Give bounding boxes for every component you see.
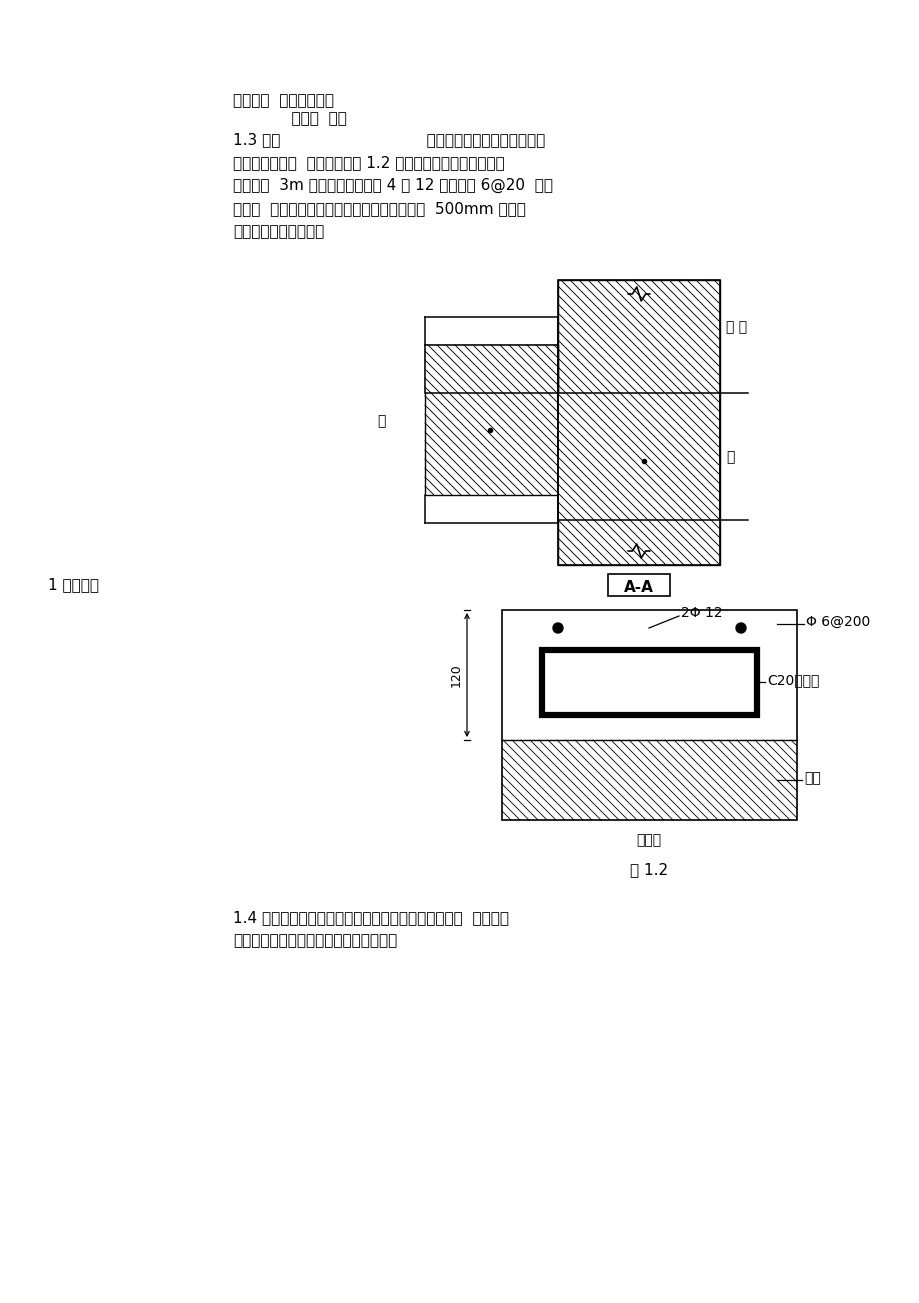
Text: 砖 墙: 砖 墙: [725, 321, 746, 334]
Text: 图 1.2: 图 1.2: [630, 863, 667, 877]
Bar: [425, 345, 558, 394]
Circle shape: [552, 623, 562, 633]
Text: 2Φ 12: 2Φ 12: [680, 606, 721, 620]
Text: 设置应符合抗震要求。: 设置应符合抗震要求。: [233, 224, 323, 238]
Text: 筋混凝土压顶，  压顶配筋见图 1.2 ；压顶下应设置抗裂柱，间: 筋混凝土压顶， 压顶配筋见图 1.2 ；压顶下应设置抗裂柱，间: [233, 155, 505, 169]
Bar: [607, 575, 669, 595]
Bar: [558, 280, 720, 566]
Text: 压顶宽: 压顶宽: [636, 833, 661, 847]
Text: 技术措施  条通病部位或: 技术措施 条通病部位或: [233, 93, 334, 108]
Text: 1.3 当外                              墙设置通长窗时，窗下应设钢: 1.3 当外 墙设置通长窗时，窗下应设钢: [233, 132, 545, 147]
Text: Φ 6@200: Φ 6@200: [805, 615, 869, 629]
Circle shape: [735, 623, 745, 633]
Text: 墙体: 墙体: [803, 771, 820, 784]
Text: A-A: A-A: [623, 580, 653, 594]
Bar: [541, 650, 756, 715]
Text: 筋；压  顶和抗裂柱纵筋搭接、锚固长度不小于  500mm 拉结筋: 筋；压 顶和抗裂柱纵筋搭接、锚固长度不小于 500mm 拉结筋: [233, 201, 526, 216]
Text: 柱: 柱: [377, 414, 385, 427]
Text: 1 渗漏外墙: 1 渗漏外墙: [48, 577, 99, 592]
Bar: [425, 345, 558, 495]
Bar: [558, 280, 720, 566]
Text: 体结构在找平层施工前应充分淋水湿润。: 体结构在找平层施工前应充分淋水湿润。: [233, 933, 397, 949]
Text: 窗: 窗: [725, 450, 733, 464]
Text: 号现象  项目: 号现象 项目: [233, 111, 346, 126]
Text: 1.4 混凝土结构在找平层施工前应凿毛或甩浆，混凝土  结构及砌: 1.4 混凝土结构在找平层施工前应凿毛或甩浆，混凝土 结构及砌: [233, 909, 508, 925]
Text: C20混凝土: C20混凝土: [766, 674, 819, 687]
Bar: [502, 610, 796, 820]
Text: 距不大于  3m 抗裂柱内配不小于 4 巾 12 纵筋及巾 6@20  （箍: 距不大于 3m 抗裂柱内配不小于 4 巾 12 纵筋及巾 6@20 （箍: [233, 179, 552, 193]
Bar: [558, 394, 720, 520]
Text: 120: 120: [449, 663, 462, 687]
